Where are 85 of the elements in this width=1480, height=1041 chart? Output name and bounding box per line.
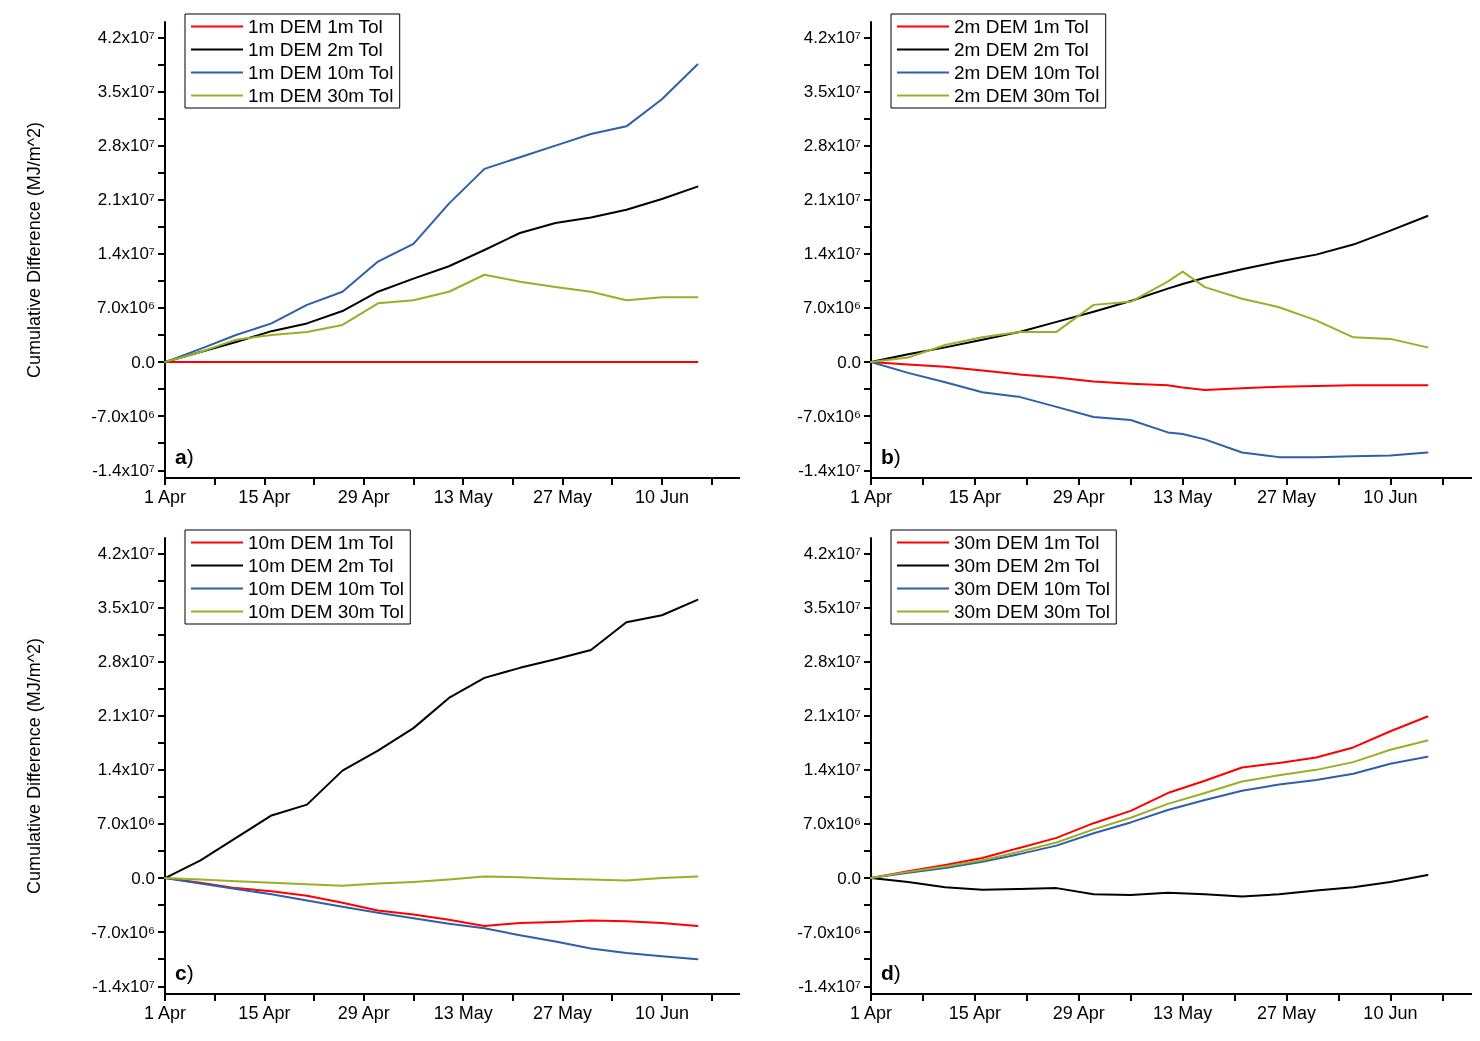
x-tick-label: 29 Apr <box>1052 487 1105 507</box>
y-axis-title: Cumulative Difference (MJ/m^2) <box>24 121 44 379</box>
y-tick-label: 2.1x10⁷ <box>803 706 861 726</box>
y-tick-label: -1.4x10⁷ <box>92 976 155 996</box>
line-series <box>164 875 699 887</box>
y-tick-label: 2.1x10⁷ <box>97 190 155 210</box>
x-tick-label: 27 May <box>533 1003 593 1023</box>
y-tick-label: 1.4x10⁷ <box>97 244 155 264</box>
y-tick-label: 0.0 <box>837 868 861 888</box>
annotation: c) <box>175 961 194 984</box>
legend-label: 1m DEM 10m Tol <box>248 62 394 83</box>
legend-label: 10m DEM 10m Tol <box>248 578 404 599</box>
legend-label: 10m DEM 1m Tol <box>248 532 394 553</box>
y-tick-label: -1.4x10⁷ <box>798 460 861 480</box>
y-tick-label: 0.0 <box>837 352 861 372</box>
y-tick-label: 3.5x10⁷ <box>803 598 861 618</box>
x-tick-label: 13 May <box>433 1003 493 1023</box>
x-tick-label: 1 Apr <box>143 1003 187 1023</box>
y-tick-label: 7.0x10⁶ <box>802 298 861 318</box>
y-tick-label: 0.0 <box>131 352 155 372</box>
x-tick-label: 1 Apr <box>143 487 187 507</box>
y-tick-label: 4.2x10⁷ <box>803 543 861 563</box>
legend-label: 2m DEM 10m Tol <box>954 62 1100 83</box>
legend-label: 30m DEM 1m Tol <box>954 532 1100 553</box>
line-series <box>870 270 1429 364</box>
y-axis-title: Cumulative Difference (MJ/m^2) <box>24 637 44 895</box>
annotation: b) <box>881 445 901 468</box>
x-tick-label: 13 May <box>1153 487 1213 507</box>
y-tick-label: 4.2x10⁷ <box>97 543 155 563</box>
y-tick-label: 1.4x10⁷ <box>97 760 155 780</box>
x-tick-label: 10 Jun <box>634 487 689 507</box>
y-tick-label: 2.8x10⁷ <box>97 136 155 156</box>
x-tick-label: 10 Jun <box>1363 1003 1418 1023</box>
x-tick-label: 1 Apr <box>849 487 893 507</box>
y-tick-label: 2.8x10⁷ <box>803 652 861 672</box>
y-tick-label: 0.0 <box>131 868 155 888</box>
legend-label: 1m DEM 2m Tol <box>248 39 383 60</box>
y-tick-label: 3.5x10⁷ <box>97 598 155 618</box>
legend-label: 1m DEM 30m Tol <box>248 85 394 106</box>
legend-label: 2m DEM 30m Tol <box>954 85 1100 106</box>
legend-label: 2m DEM 2m Tol <box>954 39 1089 60</box>
y-tick-label: -1.4x10⁷ <box>92 460 155 480</box>
x-tick-label: 15 Apr <box>948 487 1001 507</box>
y-tick-label: -7.0x10⁶ <box>797 406 861 426</box>
y-tick-label: 2.1x10⁷ <box>97 706 155 726</box>
x-tick-label: 15 Apr <box>238 1003 291 1023</box>
legend-label: 2m DEM 1m Tol <box>954 16 1089 37</box>
y-tick-label: -7.0x10⁶ <box>91 922 155 942</box>
y-tick-label: 1.4x10⁷ <box>803 244 861 264</box>
x-tick-label: 29 Apr <box>337 1003 390 1023</box>
y-tick-label: 2.8x10⁷ <box>97 652 155 672</box>
y-tick-label: -7.0x10⁶ <box>91 406 155 426</box>
y-tick-label: 7.0x10⁶ <box>96 298 155 318</box>
x-tick-label: 1 Apr <box>849 1003 893 1023</box>
y-tick-label: 7.0x10⁶ <box>802 814 861 834</box>
y-tick-label: 3.5x10⁷ <box>803 82 861 102</box>
x-tick-label: 27 May <box>1256 487 1317 507</box>
y-tick-label: 2.1x10⁷ <box>803 190 861 210</box>
annotation: a) <box>175 445 194 468</box>
legend-label: 30m DEM 10m Tol <box>954 578 1110 599</box>
y-tick-label: 4.2x10⁷ <box>803 27 861 47</box>
y-tick-label: 4.2x10⁷ <box>97 27 155 47</box>
x-tick-label: 27 May <box>1256 1003 1317 1023</box>
y-tick-label: 2.8x10⁷ <box>803 136 861 156</box>
x-tick-label: 13 May <box>1153 1003 1213 1023</box>
x-tick-label: 10 Jun <box>1363 487 1418 507</box>
line-series <box>164 273 699 364</box>
y-tick-label: 7.0x10⁶ <box>96 814 155 834</box>
legend-label: 10m DEM 30m Tol <box>248 601 404 622</box>
legend-label: 10m DEM 2m Tol <box>248 555 394 576</box>
x-tick-label: 27 May <box>533 487 593 507</box>
x-tick-label: 15 Apr <box>238 487 291 507</box>
x-tick-label: 15 Apr <box>948 1003 1001 1023</box>
y-tick-label: 3.5x10⁷ <box>97 82 155 102</box>
x-tick-label: 29 Apr <box>1052 1003 1105 1023</box>
annotation: d) <box>881 961 901 984</box>
x-tick-label: 13 May <box>433 487 493 507</box>
legend-label: 1m DEM 1m Tol <box>248 16 383 37</box>
y-tick-label: -1.4x10⁷ <box>798 976 861 996</box>
legend-label: 30m DEM 30m Tol <box>954 601 1110 622</box>
x-tick-label: 29 Apr <box>337 487 390 507</box>
y-tick-label: 1.4x10⁷ <box>803 760 861 780</box>
x-tick-label: 10 Jun <box>634 1003 689 1023</box>
legend-label: 30m DEM 2m Tol <box>954 555 1100 576</box>
y-tick-label: -7.0x10⁶ <box>797 922 861 942</box>
